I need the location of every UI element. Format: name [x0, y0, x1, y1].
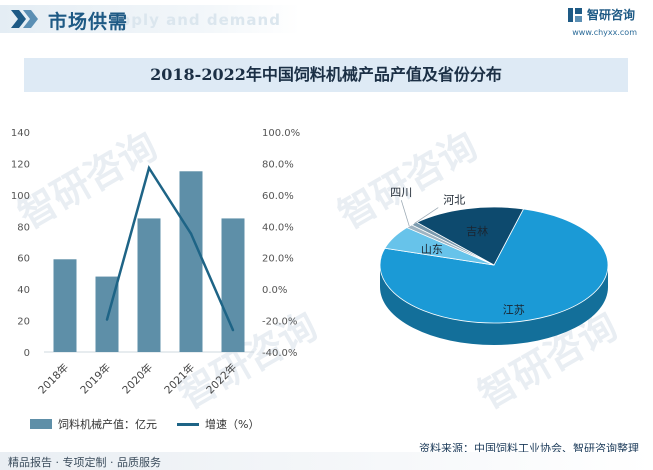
legend: 饲料机械产值：亿元 增速（%）	[30, 416, 259, 432]
chevron-double-icon	[11, 10, 38, 28]
growth-point	[147, 166, 151, 170]
left-axis-tick: 120	[11, 159, 30, 170]
left-axis-tick: 60	[17, 254, 30, 265]
brand-logo-icon	[567, 7, 582, 22]
pie-label: 山东	[421, 243, 443, 256]
right-axis-tick: 0.0%	[262, 285, 287, 296]
pie-label: 江苏	[503, 303, 525, 316]
right-axis-tick: 60.0%	[262, 191, 294, 202]
legend-bar-swatch	[30, 419, 52, 429]
pie-slice-side	[380, 265, 608, 345]
header-ghost-text: Supply and demand	[96, 11, 281, 29]
growth-line	[105, 164, 235, 331]
pie-label: 河北	[443, 194, 465, 207]
source-note: 资料来源：中国饲料工业协会、智研咨询整理	[419, 442, 639, 455]
bar	[137, 218, 161, 352]
left-axis-tick: 140	[11, 128, 30, 139]
right-axis-tick: 80.0%	[262, 159, 294, 170]
right-axis-tick: 100.0%	[262, 128, 300, 139]
left-axis-tick: 0	[24, 348, 30, 359]
right-axis-tick: 40.0%	[262, 222, 294, 233]
left-axis-tick: 20	[17, 317, 30, 328]
section-title: 市场供需	[48, 11, 129, 33]
footer-band: 精品报告 · 专项定制 · 品质服务	[0, 452, 653, 470]
right-axis-tick: 20.0%	[262, 254, 294, 265]
left-axis-tick: 80	[17, 222, 30, 233]
pie-leader-line	[414, 207, 439, 224]
legend-line-label: 增速（%）	[205, 418, 260, 431]
chart-title-band: 2018-2022年中国饲料机械产品产值及省份分布	[24, 58, 628, 92]
footer-text: 精品报告 · 专项定制 · 品质服务	[8, 456, 161, 469]
pie-slice	[379, 208, 609, 324]
pie-slice	[415, 206, 525, 266]
pie-label: 四川	[390, 186, 412, 199]
left-axis-tick: 100	[11, 191, 30, 202]
left-axis-tick: 40	[17, 285, 30, 296]
header-band	[0, 5, 300, 33]
brand-name: 智研咨询	[586, 8, 635, 22]
growth-point	[105, 318, 109, 321]
right-axis-tick: -20.0%	[262, 317, 297, 328]
legend-bar-label: 饲料机械产值：亿元	[58, 418, 157, 431]
section-header: Supply and demand 市场供需 智研咨询 www.chyxx.co…	[0, 0, 653, 46]
growth-point	[189, 232, 193, 235]
bar	[53, 259, 77, 352]
pie-label: 吉林	[466, 224, 488, 238]
bar	[179, 171, 203, 352]
growth-point	[231, 328, 235, 332]
brand-url[interactable]: www.chyxx.com	[572, 28, 637, 37]
pie-leader-line	[400, 200, 410, 227]
legend-line-swatch	[177, 422, 199, 426]
chart-title: 2018-2022年中国饲料机械产品产值及省份分布	[150, 65, 502, 84]
right-axis-tick: -40.0%	[262, 348, 297, 359]
brand: 智研咨询	[567, 6, 635, 23]
